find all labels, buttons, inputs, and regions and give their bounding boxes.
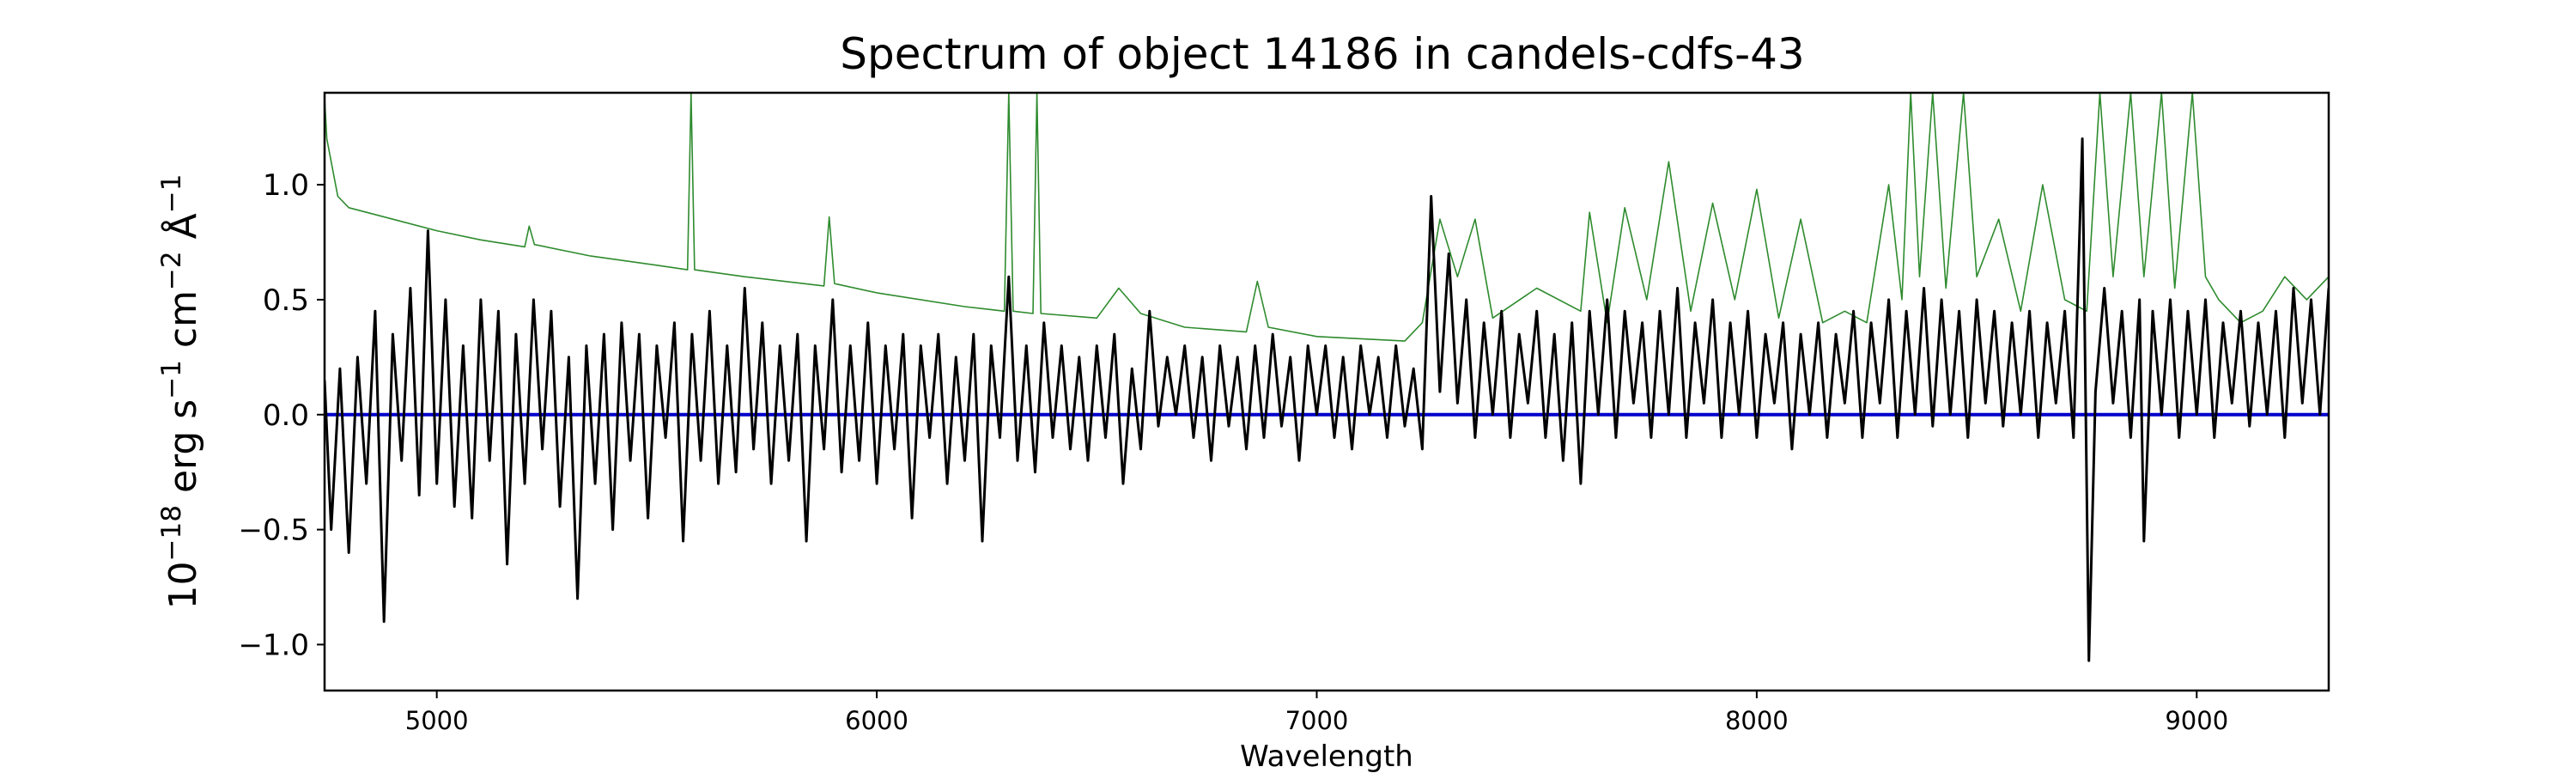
y-tick-label: −0.5 (238, 514, 309, 548)
chart-title: Spectrum of object 14186 in candels-cdfs… (840, 29, 1805, 79)
flux-series-line (325, 137, 2329, 662)
y-axis-label-mid: erg s (161, 399, 205, 505)
error-series-line (325, 93, 2329, 342)
y-axis-label-base: 10 (161, 561, 205, 609)
x-tick-label: 8000 (1725, 706, 1789, 735)
x-tick-label: 7000 (1285, 706, 1349, 735)
x-tick-label: 6000 (845, 706, 908, 735)
x-tick-label: 9000 (2165, 706, 2228, 735)
y-axis-label-exp2: −1 (156, 360, 187, 399)
y-tick-label: −1.0 (238, 628, 309, 662)
y-axis-ticks: −1.0 −0.5 0.0 0.5 1.0 (238, 168, 325, 662)
x-tick-label: 5000 (405, 706, 469, 735)
series-layer (325, 93, 2329, 662)
y-tick-label: 1.0 (263, 168, 309, 203)
x-axis-ticks: 5000 6000 7000 8000 9000 (405, 691, 2228, 735)
y-axis-label-exp1: −18 (156, 505, 187, 561)
plot-frame (323, 91, 2330, 692)
y-axis-label: 10−18 erg s−1 cm−2 Å−1 (156, 174, 205, 610)
y-tick-label: 0.5 (263, 283, 309, 318)
y-axis-label-mid2: cm (161, 290, 205, 360)
y-tick-label: 0.0 (263, 399, 309, 433)
y-axis-label-exp4: −1 (156, 174, 187, 214)
y-axis-label-mid3: Å (160, 213, 205, 251)
y-axis-label-exp3: −2 (156, 251, 187, 290)
x-axis-label: Wavelength (1240, 740, 1413, 773)
